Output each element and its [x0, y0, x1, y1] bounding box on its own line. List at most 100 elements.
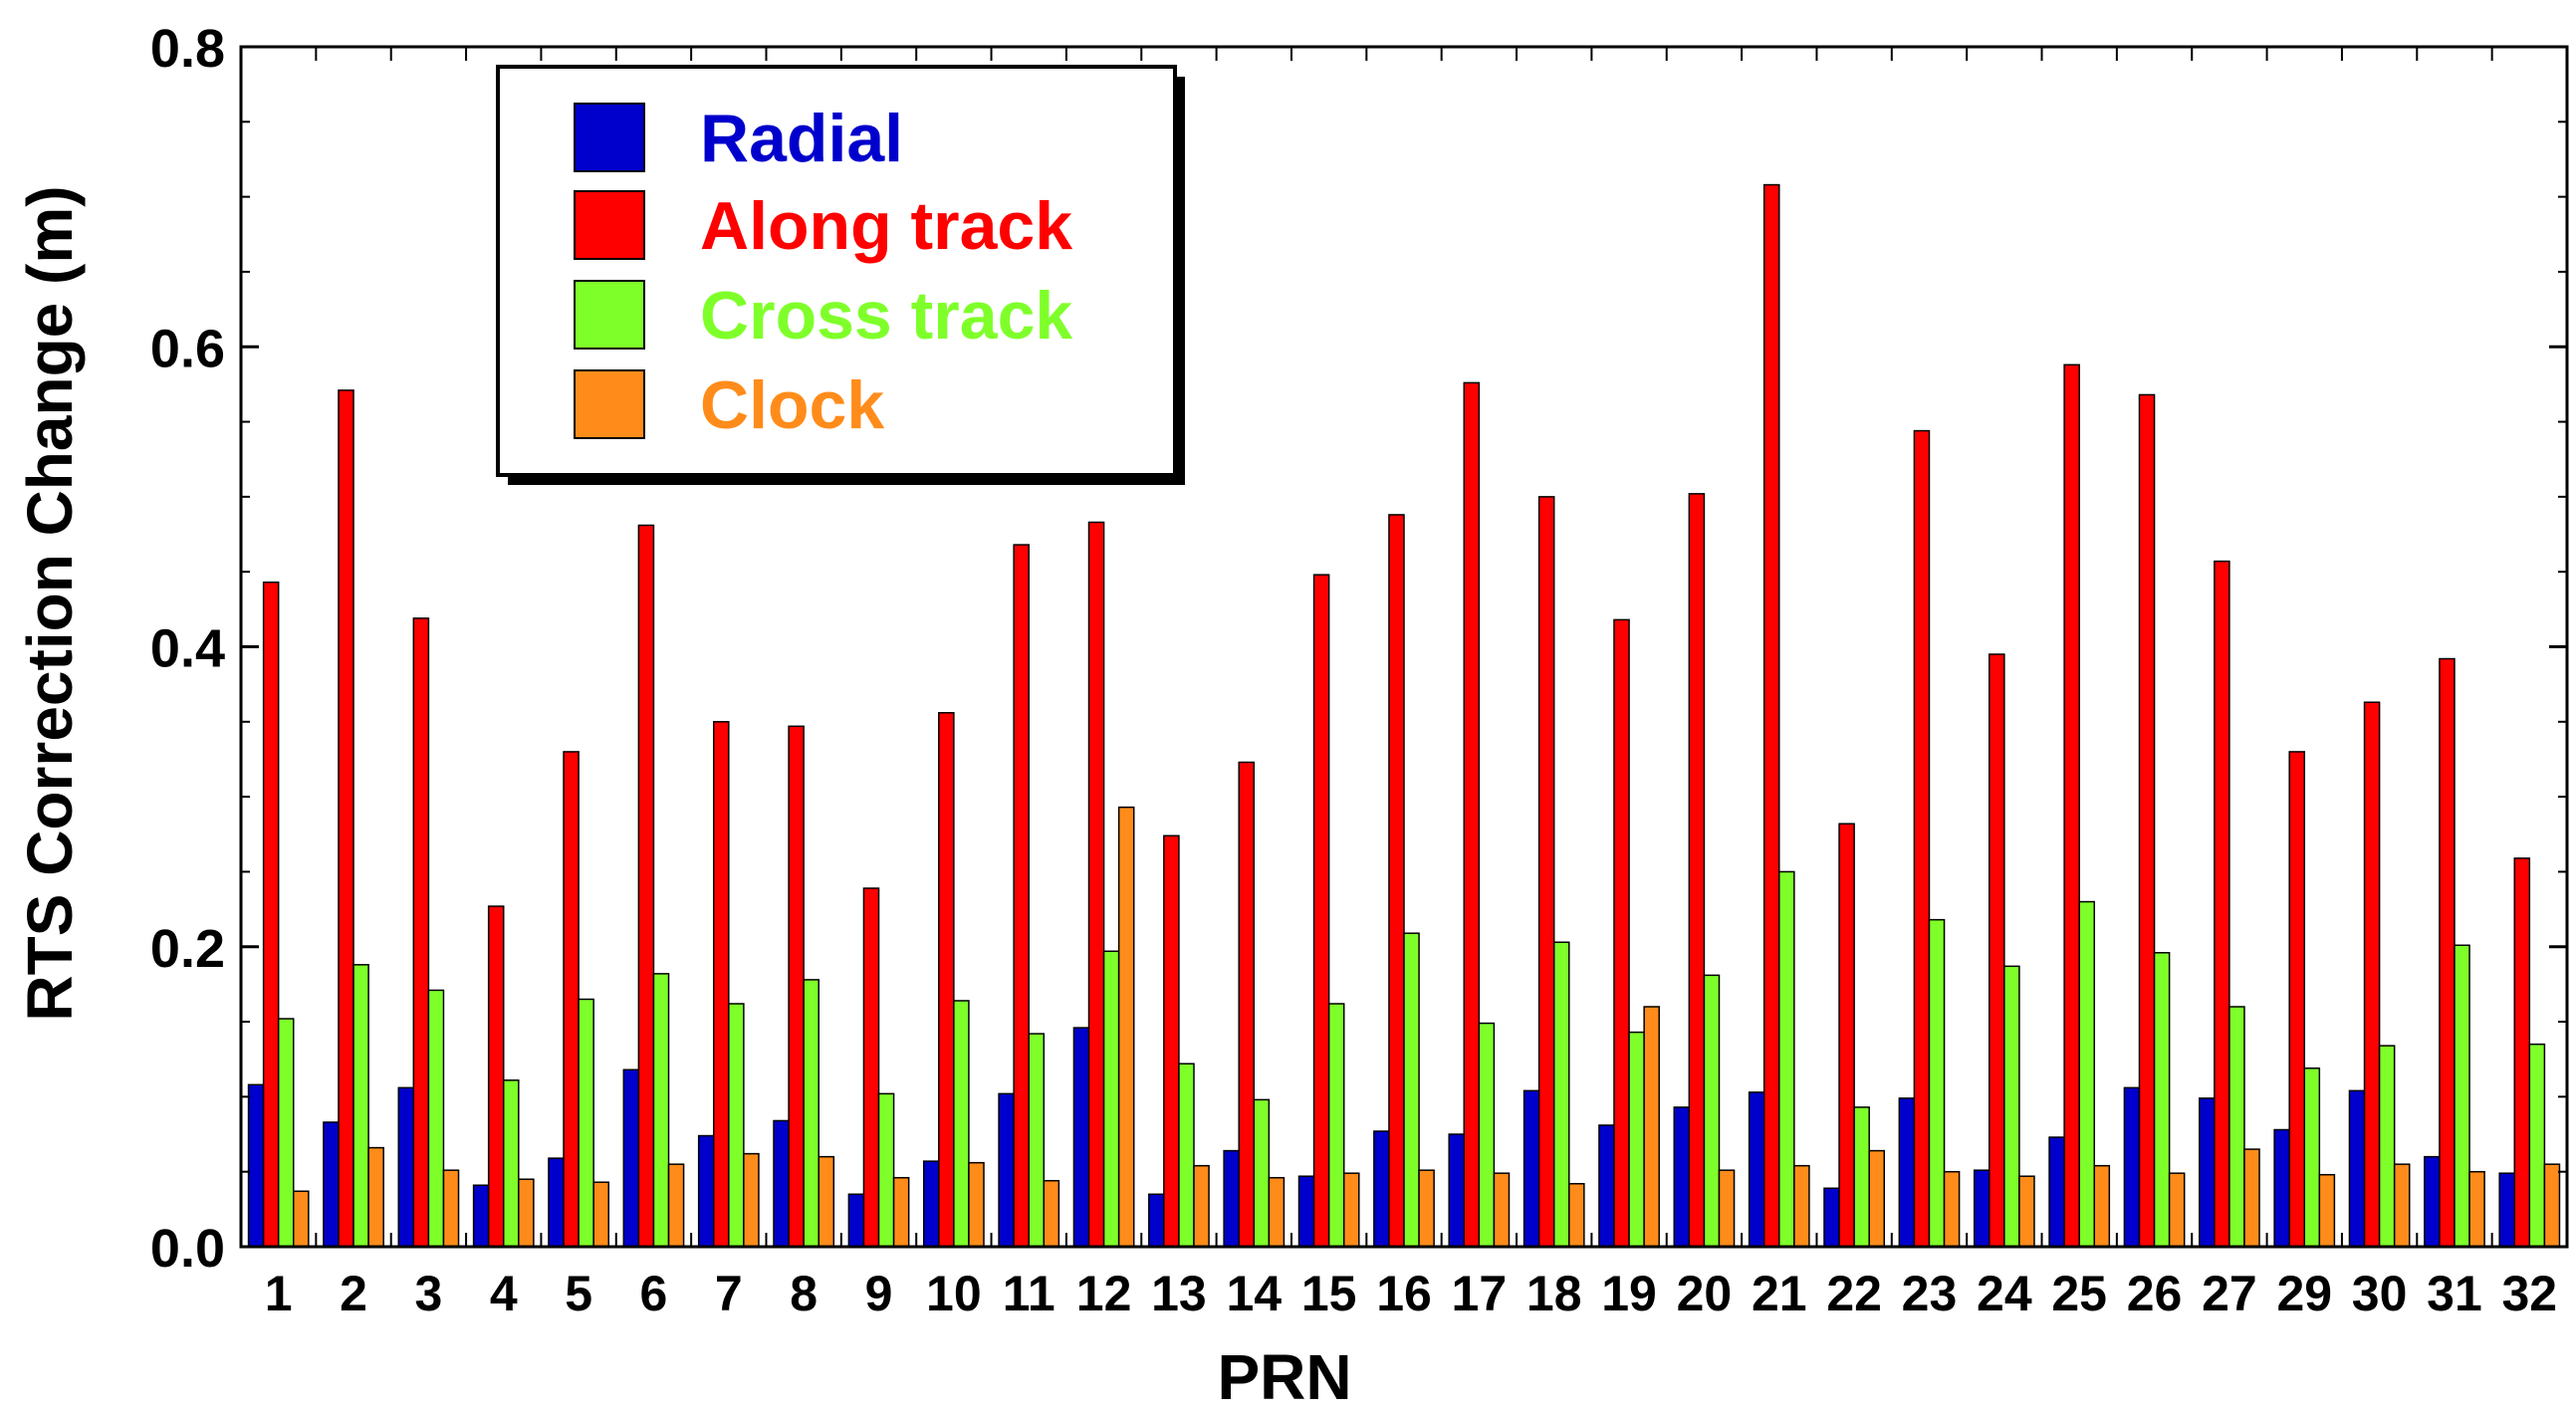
- bar-clock-prn-21: [1793, 1164, 1810, 1248]
- bar-radial-prn-15: [1297, 1175, 1315, 1248]
- bar-clock-prn-9: [892, 1176, 910, 1248]
- bar-along-track-prn-11: [1013, 544, 1030, 1248]
- bar-clock-prn-31: [2468, 1170, 2485, 1248]
- y-tick-label: 0.2: [150, 919, 225, 979]
- x-tick-label: 14: [1226, 1266, 1282, 1321]
- bar-radial-prn-9: [847, 1193, 865, 1248]
- x-tick-label: 17: [1452, 1266, 1508, 1321]
- bar-radial-prn-21: [1748, 1091, 1765, 1248]
- bar-along-track-prn-30: [2363, 701, 2381, 1248]
- bar-cross-track-prn-15: [1327, 1003, 1345, 1248]
- y-tick-label: 0.4: [150, 619, 225, 679]
- bar-radial-prn-32: [2498, 1172, 2515, 1248]
- bar-cross-track-prn-27: [2228, 1006, 2245, 1248]
- bar-cross-track-prn-21: [1778, 870, 1795, 1248]
- bar-along-track-prn-10: [938, 712, 955, 1248]
- bar-along-track-prn-4: [487, 905, 505, 1248]
- legend-swatch-radial: [574, 103, 645, 172]
- bar-clock-prn-23: [1943, 1170, 1961, 1248]
- bar-clock-prn-2: [367, 1146, 384, 1248]
- x-tick-label: 9: [865, 1266, 893, 1321]
- x-tick-label: 20: [1677, 1266, 1733, 1321]
- bar-along-track-prn-6: [637, 524, 655, 1248]
- bar-cross-track-prn-19: [1628, 1031, 1645, 1248]
- bar-cross-track-prn-16: [1403, 932, 1420, 1248]
- bar-along-track-prn-16: [1388, 514, 1405, 1248]
- y-axis-label: RTS Correction Change (m): [14, 185, 86, 1021]
- bar-cross-track-prn-22: [1853, 1106, 1870, 1248]
- bar-clock-prn-1: [293, 1190, 310, 1248]
- bar-radial-prn-26: [2123, 1086, 2141, 1248]
- bar-radial-prn-20: [1673, 1106, 1691, 1248]
- bar-cross-track-prn-6: [652, 973, 670, 1248]
- bar-cross-track-prn-1: [277, 1018, 295, 1248]
- bar-clock-prn-11: [1043, 1179, 1060, 1248]
- bar-radial-prn-3: [397, 1086, 415, 1248]
- x-tick-label: 25: [2051, 1266, 2107, 1321]
- bar-radial-prn-11: [998, 1092, 1015, 1248]
- bar-radial-prn-14: [1223, 1149, 1240, 1248]
- bar-radial-prn-2: [323, 1121, 340, 1248]
- bar-along-track-prn-21: [1762, 183, 1780, 1248]
- x-axis-label: PRN: [1217, 1341, 1351, 1412]
- bar-radial-prn-1: [247, 1083, 265, 1248]
- bar-cross-track-prn-18: [1552, 941, 1570, 1248]
- bar-clock-prn-7: [743, 1152, 760, 1248]
- bar-clock-prn-4: [518, 1178, 535, 1248]
- bar-radial-prn-29: [2273, 1128, 2290, 1248]
- bar-radial-prn-13: [1148, 1193, 1165, 1248]
- bar-radial-prn-23: [1898, 1097, 1916, 1248]
- x-tick-label: 30: [2352, 1266, 2408, 1321]
- bar-along-track-prn-17: [1463, 381, 1481, 1248]
- x-tick-label: 19: [1601, 1266, 1657, 1321]
- bar-cross-track-prn-30: [2378, 1045, 2396, 1248]
- x-tick-label: 27: [2202, 1266, 2257, 1321]
- bar-cross-track-prn-10: [953, 1000, 970, 1248]
- bar-along-track-prn-25: [2063, 363, 2080, 1248]
- bar-along-track-prn-19: [1613, 618, 1630, 1248]
- bar-along-track-prn-3: [412, 617, 430, 1248]
- bar-cross-track-prn-4: [502, 1079, 520, 1248]
- bar-cross-track-prn-5: [578, 998, 594, 1248]
- bar-cross-track-prn-17: [1478, 1022, 1496, 1248]
- x-tick-label: 12: [1076, 1266, 1132, 1321]
- bar-cross-track-prn-14: [1253, 1098, 1271, 1248]
- bar-clock-prn-13: [1193, 1164, 1210, 1248]
- bar-along-track-prn-12: [1087, 521, 1105, 1248]
- bar-radial-prn-17: [1448, 1133, 1466, 1248]
- bar-cross-track-prn-3: [427, 989, 445, 1248]
- bar-radial-prn-25: [2048, 1136, 2065, 1248]
- bar-along-track-prn-15: [1312, 574, 1330, 1248]
- bar-cross-track-prn-13: [1178, 1063, 1195, 1248]
- bar-cross-track-prn-2: [352, 964, 369, 1248]
- bar-along-track-prn-27: [2214, 560, 2230, 1248]
- bar-cross-track-prn-25: [2078, 900, 2096, 1248]
- x-tick-label: 15: [1301, 1266, 1357, 1321]
- bar-radial-prn-30: [2348, 1089, 2366, 1248]
- bar-clock-prn-24: [2018, 1175, 2035, 1248]
- bar-along-track-prn-26: [2138, 393, 2156, 1248]
- bar-along-track-prn-13: [1163, 834, 1180, 1248]
- bar-clock-prn-29: [2318, 1173, 2336, 1248]
- tick-labels-group: 0.00.20.40.60.81 2 3 4 5 6 7 8 9 10 11 12 13 14 15 16 17…: [150, 19, 2557, 1321]
- x-tick-label: 22: [1826, 1266, 1882, 1321]
- bar-cross-track-prn-24: [2003, 965, 2020, 1248]
- bar-radial-prn-16: [1373, 1130, 1390, 1248]
- bar-cross-track-prn-26: [2153, 952, 2171, 1248]
- bar-along-track-prn-2: [338, 389, 354, 1248]
- bar-clock-prn-22: [1868, 1149, 1886, 1248]
- x-tick-label: 5: [565, 1266, 592, 1321]
- x-tick-label: 18: [1526, 1266, 1582, 1321]
- bar-radial-prn-8: [773, 1119, 790, 1248]
- bar-cross-track-prn-20: [1703, 974, 1721, 1248]
- bar-cross-track-prn-32: [2528, 1043, 2546, 1248]
- x-tick-label: 24: [1977, 1266, 2032, 1321]
- bar-clock-prn-19: [1643, 1006, 1660, 1248]
- bar-cross-track-prn-9: [877, 1092, 895, 1248]
- x-tick-label: 2: [340, 1266, 367, 1321]
- bar-clock-prn-27: [2243, 1148, 2260, 1248]
- bar-clock-prn-10: [968, 1161, 985, 1248]
- bar-radial-prn-6: [622, 1068, 640, 1248]
- bar-radial-prn-4: [472, 1184, 490, 1248]
